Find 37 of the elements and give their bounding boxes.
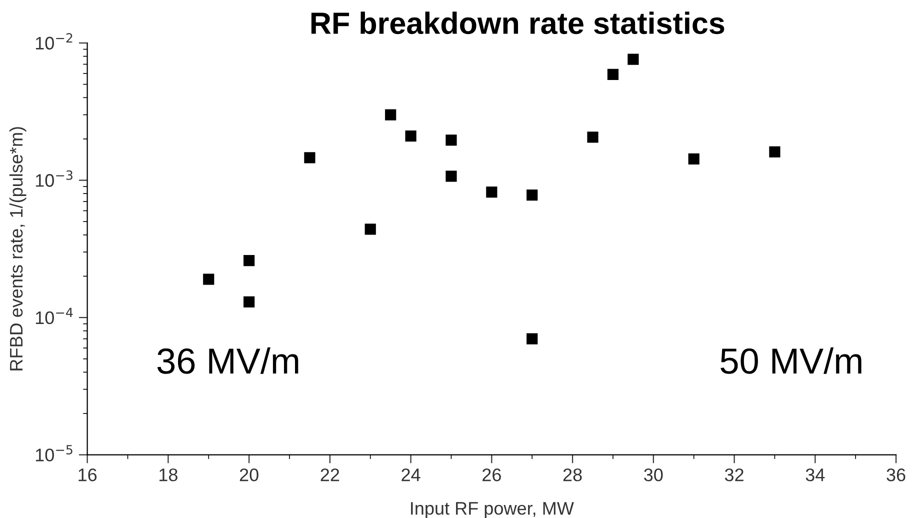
x-tick-label: 28	[563, 468, 582, 482]
annotation: 50 MV/m	[720, 347, 862, 374]
point	[243, 255, 255, 266]
point	[405, 130, 416, 142]
point	[607, 68, 619, 80]
point	[628, 54, 639, 65]
y-tick-label: 10$^{−5}$	[36, 445, 72, 462]
y-tick-label: 10$^{−2}$	[36, 33, 72, 50]
point	[304, 152, 316, 164]
x-tick-label: 32	[724, 468, 744, 482]
y-tick-label: 10$^{−3}$	[36, 170, 72, 187]
point	[243, 296, 255, 308]
x-tick-label: 30	[644, 468, 663, 482]
point	[446, 134, 457, 146]
y-tick-label: 10$^{−4}$	[36, 308, 73, 324]
x-tick-label: 22	[320, 468, 340, 482]
x-tick-label: 18	[160, 468, 178, 482]
x-tick-label: 26	[482, 468, 501, 482]
x-axis-title: Input RF power, MW	[411, 502, 574, 518]
point	[446, 170, 457, 182]
chart-title: RF breakdown rate statistics	[311, 12, 724, 34]
x-tick-label: 20	[240, 468, 258, 482]
point	[526, 190, 538, 201]
point	[526, 333, 538, 344]
x-tick-label: 36	[886, 468, 906, 482]
point	[587, 132, 598, 143]
point	[385, 109, 396, 120]
point	[688, 153, 700, 164]
y-axis-title: RFBD events rate, 1/(pulse*m)	[9, 127, 26, 370]
x-tick-label: 16	[78, 468, 97, 482]
x-tick-label: 24	[402, 468, 420, 482]
point	[203, 274, 214, 285]
point	[364, 224, 376, 235]
annotation: 36 MV/m	[157, 347, 298, 374]
point	[769, 146, 780, 158]
x-tick-label: 34	[806, 468, 825, 482]
point	[486, 186, 498, 198]
